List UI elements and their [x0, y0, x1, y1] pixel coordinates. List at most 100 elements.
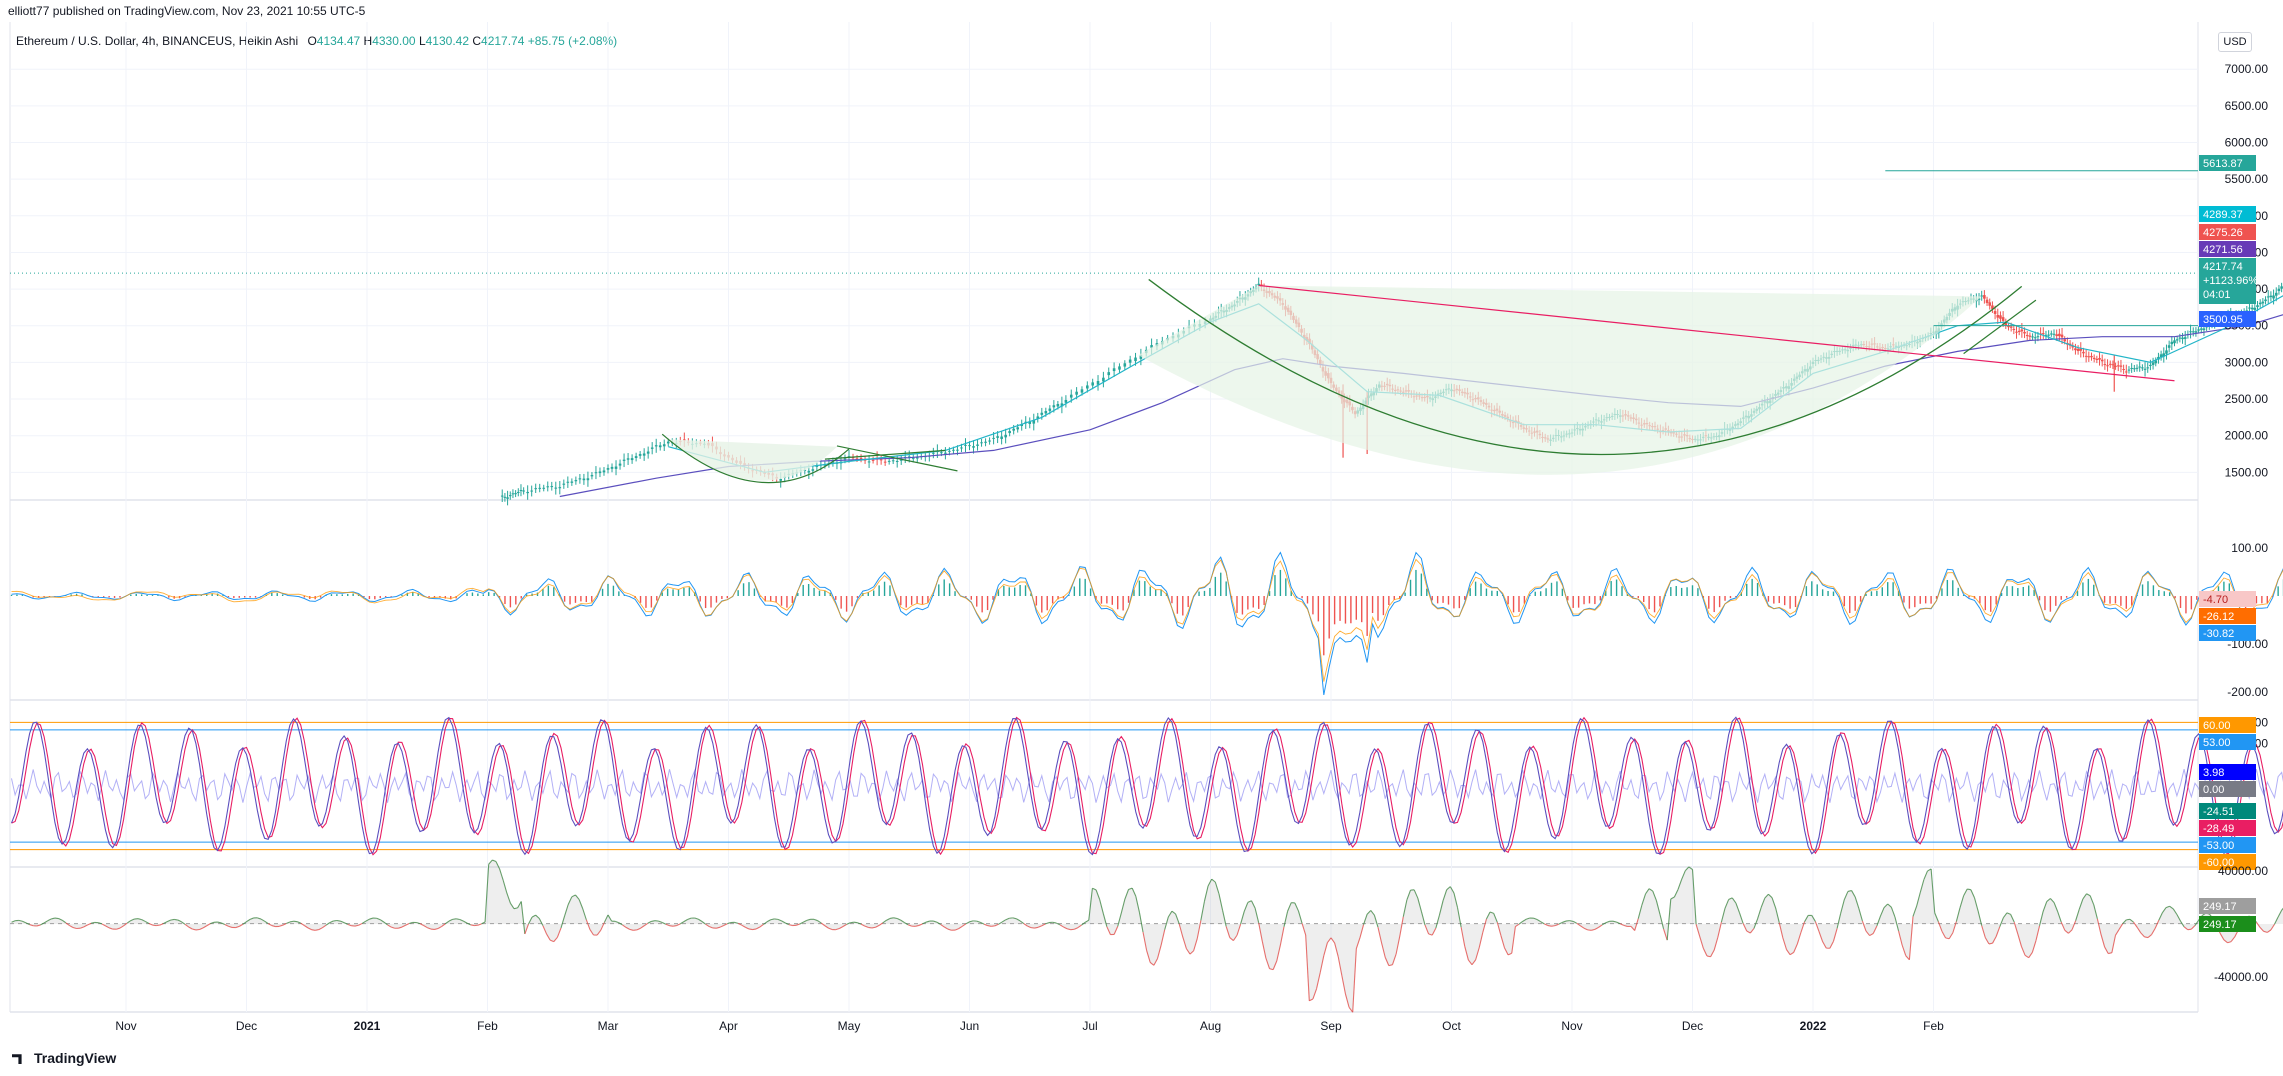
vol-segment [1811, 915, 1816, 922]
y-tick-label: 6500.00 [2225, 99, 2269, 113]
vol-segment [2266, 929, 2272, 933]
osc-label-text: -4.70 [2203, 594, 2228, 606]
vol-segment [137, 918, 142, 921]
price-candle-body [594, 472, 598, 474]
vol-segment [1005, 917, 1010, 921]
vol-segment [954, 928, 959, 931]
vol-segment [752, 928, 757, 931]
vol-segment [481, 921, 486, 925]
vol-segment [2255, 921, 2261, 928]
price-candle-body [2199, 328, 2203, 330]
vol-segment [1496, 922, 1502, 936]
vol-segment [456, 918, 460, 921]
price-candle-body [546, 486, 550, 488]
vol-segment [289, 920, 294, 923]
tradingview-logo[interactable]: TradingView [12, 1050, 116, 1066]
vol-segment [1540, 921, 1545, 925]
vol-segment [202, 925, 208, 929]
price-label: 4289.37 [2199, 206, 2256, 222]
vol-segment [1691, 869, 1697, 925]
vol-segment [1984, 937, 1990, 945]
vol-segment [228, 925, 233, 928]
vol-segment [1475, 947, 1480, 961]
vol-segment [1092, 887, 1097, 891]
vol-segment [43, 920, 48, 924]
vol-segment [1406, 889, 1412, 900]
vol-segment [1131, 887, 1137, 897]
small-wedge-line [836, 445, 958, 472]
vol-segment [1240, 911, 1245, 925]
vol-segment [661, 922, 667, 925]
price-candle-body [915, 457, 919, 459]
price-label: 4275.26 [2199, 224, 2256, 240]
vol-segment [1203, 885, 1209, 902]
last-price-label: 4217.74 +1123.96% 04:01 [2199, 258, 2258, 304]
vol-segment [1843, 891, 1849, 900]
vol-segment [1099, 899, 1104, 914]
vol-segment [513, 907, 518, 910]
price-label-text: 4271.56 [2203, 244, 2243, 256]
vol-segment [748, 928, 753, 931]
vol-segment [116, 927, 121, 930]
vol-segment [658, 920, 663, 924]
price-candle-body [1060, 403, 1064, 407]
brand-name: TradingView [34, 1050, 117, 1066]
vol-segment [640, 925, 645, 929]
symbol-legend[interactable]: Ethereum / U.S. Dollar, 4h, BINANCEUS, H… [16, 34, 617, 48]
vol-segment [376, 917, 381, 921]
vol-segment [820, 922, 826, 927]
vol-segment [1106, 926, 1111, 935]
price-candle-body [932, 452, 935, 454]
vol-label: 249.17 [2199, 916, 2256, 932]
vol-segment [445, 920, 450, 925]
vol-segment [1301, 923, 1307, 936]
vol-segment [2162, 907, 2167, 913]
price-candle-body [2280, 286, 2283, 289]
vol-segment [1200, 901, 1206, 921]
y-tick-label: 2000.00 [2225, 429, 2269, 443]
price-label-bg [2199, 224, 2256, 240]
vol-segment [918, 923, 923, 926]
vol-segment [629, 928, 634, 931]
vol-segment [904, 922, 909, 926]
vol-segment [130, 918, 135, 922]
price-candle-body [1008, 431, 1011, 434]
vol-segment [680, 921, 685, 925]
vol-segment [625, 926, 630, 930]
price-candle-body [2175, 339, 2179, 341]
vol-segment [546, 933, 551, 941]
vol-segment [1453, 892, 1459, 908]
vol-segment [2133, 921, 2138, 928]
x-tick-label: May [838, 1019, 861, 1033]
cup-arc [1148, 278, 2023, 456]
vol-segment [1330, 937, 1336, 944]
vol-segment [1052, 921, 1057, 924]
price-label: 3500.95 [2199, 311, 2256, 327]
vol-segment [734, 921, 739, 924]
vol-segment [1533, 917, 1538, 921]
vol-segment [1261, 941, 1267, 959]
vol-segment [1359, 924, 1365, 938]
vol-segment [1945, 937, 1950, 940]
vol-segment [271, 925, 276, 928]
vol-segment [886, 917, 891, 921]
vol-segment [1829, 940, 1834, 949]
vol-segment [1402, 899, 1408, 917]
vol-segment [770, 918, 775, 921]
price-candle-body [899, 459, 903, 461]
vol-segment [2089, 895, 2095, 906]
breakout-line [1963, 299, 2037, 355]
vol-segment [83, 924, 88, 928]
price-candle-body [1134, 357, 1137, 362]
vol-segment [556, 927, 562, 938]
vol-segment [889, 917, 894, 920]
vol-segment [1138, 912, 1144, 933]
vol-segment [379, 919, 385, 923]
currency-button[interactable]: USD [2218, 32, 2252, 52]
price-candle-body [2245, 310, 2249, 312]
vol-segment [1337, 956, 1343, 976]
vol-segment [463, 920, 468, 924]
vol-segment [2274, 916, 2279, 925]
vol-segment [1124, 889, 1130, 900]
